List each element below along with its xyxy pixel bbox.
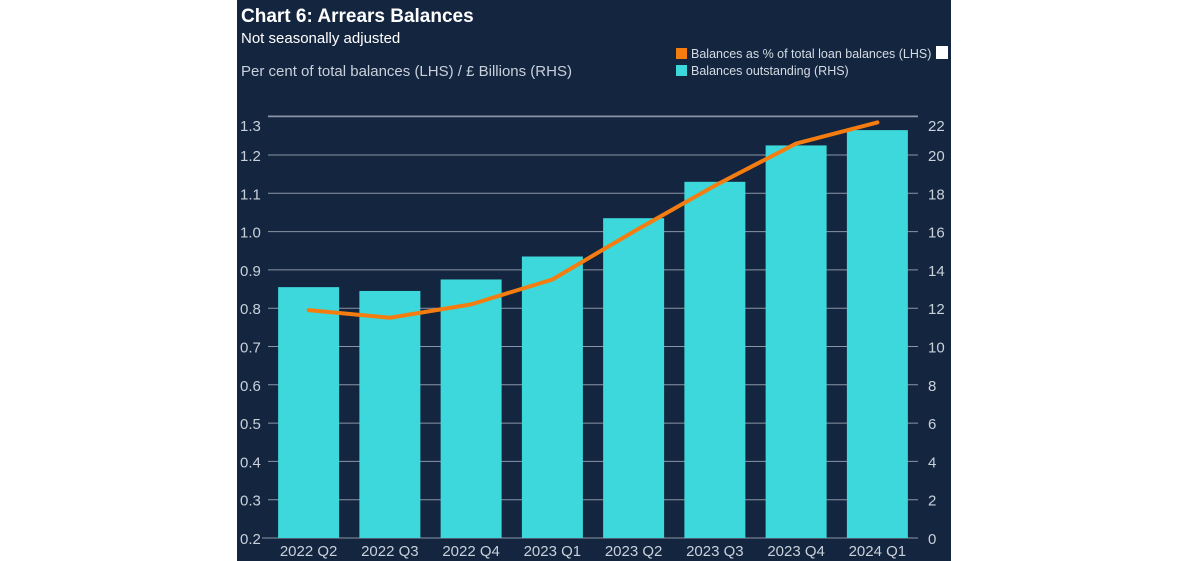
bar [846,130,908,539]
x-tick-label: 2023 Q4 [767,543,825,560]
y-right-tick-label: 4 [928,454,936,471]
y-right-tick-label: 8 [928,378,936,395]
y-left-tick-label: 0.7 [240,340,261,357]
y-left-tick-label: 0.8 [240,301,261,318]
x-tick-label: 2023 Q3 [686,543,744,560]
chart-subtitle: Not seasonally adjusted [241,30,401,47]
y-left-tick-label: 0.4 [240,454,261,471]
y-right-tick-label: 0 [928,531,936,548]
y-left-tick-label: 1.2 [240,148,261,165]
x-tick-label: 2022 Q3 [361,543,419,560]
x-tick-label: 2023 Q1 [524,543,582,560]
x-tick-label: 2022 Q2 [280,543,338,560]
y-left-tick-label: 1.1 [240,186,261,203]
legend-item-line: Balances as % of total loan balances (LH… [676,45,931,62]
y-axis-left: 0.2 0.3 0.4 0.5 0.6 0.7 0.8 0.9 1.0 1.1 1.2 1.3 [240,118,261,548]
y-left-tick-label: 1.0 [240,225,261,242]
y-right-tick-label: 16 [928,225,945,242]
legend-swatch-orange [676,48,687,59]
chart-panel [237,0,951,561]
y-right-tick-label: 22 [928,118,945,135]
x-tick-label: 2024 Q1 [849,543,907,560]
bar [684,181,746,538]
legend-label-bars: Balances outstanding (RHS) [691,63,849,78]
y-left-tick-label: 1.3 [240,118,261,135]
y-axis-right: 0 2 4 6 8 10 12 14 16 18 20 22 [928,118,945,548]
bar [440,279,502,538]
x-axis: 2022 Q2 2022 Q3 2022 Q4 2023 Q1 2023 Q2 2023 … [280,543,906,560]
y-left-tick-label: 0.9 [240,263,261,280]
bars [278,130,908,539]
y-right-tick-label: 12 [928,301,945,318]
y-right-tick-label: 2 [928,493,936,510]
legend: Balances as % of total loan balances (LH… [676,45,931,79]
bar [765,145,827,539]
legend-label-line: Balances as % of total loan balances (LH… [691,46,932,61]
y-right-tick-label: 18 [928,186,945,203]
bar [521,256,583,538]
y-left-tick-label: 0.6 [240,378,261,395]
legend-overlay-block [936,46,948,59]
y-right-tick-label: 6 [928,416,936,433]
x-tick-label: 2023 Q2 [605,543,663,560]
units-label: Per cent of total balances (LHS) / £ Bil… [241,63,572,80]
line-path [306,120,880,320]
y-right-tick-label: 10 [928,340,945,357]
legend-item-bars: Balances outstanding (RHS) [676,62,931,79]
x-tick-label: 2022 Q4 [442,543,500,560]
y-left-tick-label: 0.3 [240,493,261,510]
bar [359,290,421,538]
y-right-tick-label: 14 [928,263,945,280]
line-series [306,120,880,320]
chart-title: Chart 6: Arrears Balances [241,6,474,27]
y-left-tick-label: 0.5 [240,416,261,433]
bar [278,287,340,538]
y-left-tick-label: 0.2 [240,531,261,548]
y-right-tick-label: 20 [928,148,945,165]
legend-swatch-cyan [676,65,687,76]
bar [603,218,665,538]
